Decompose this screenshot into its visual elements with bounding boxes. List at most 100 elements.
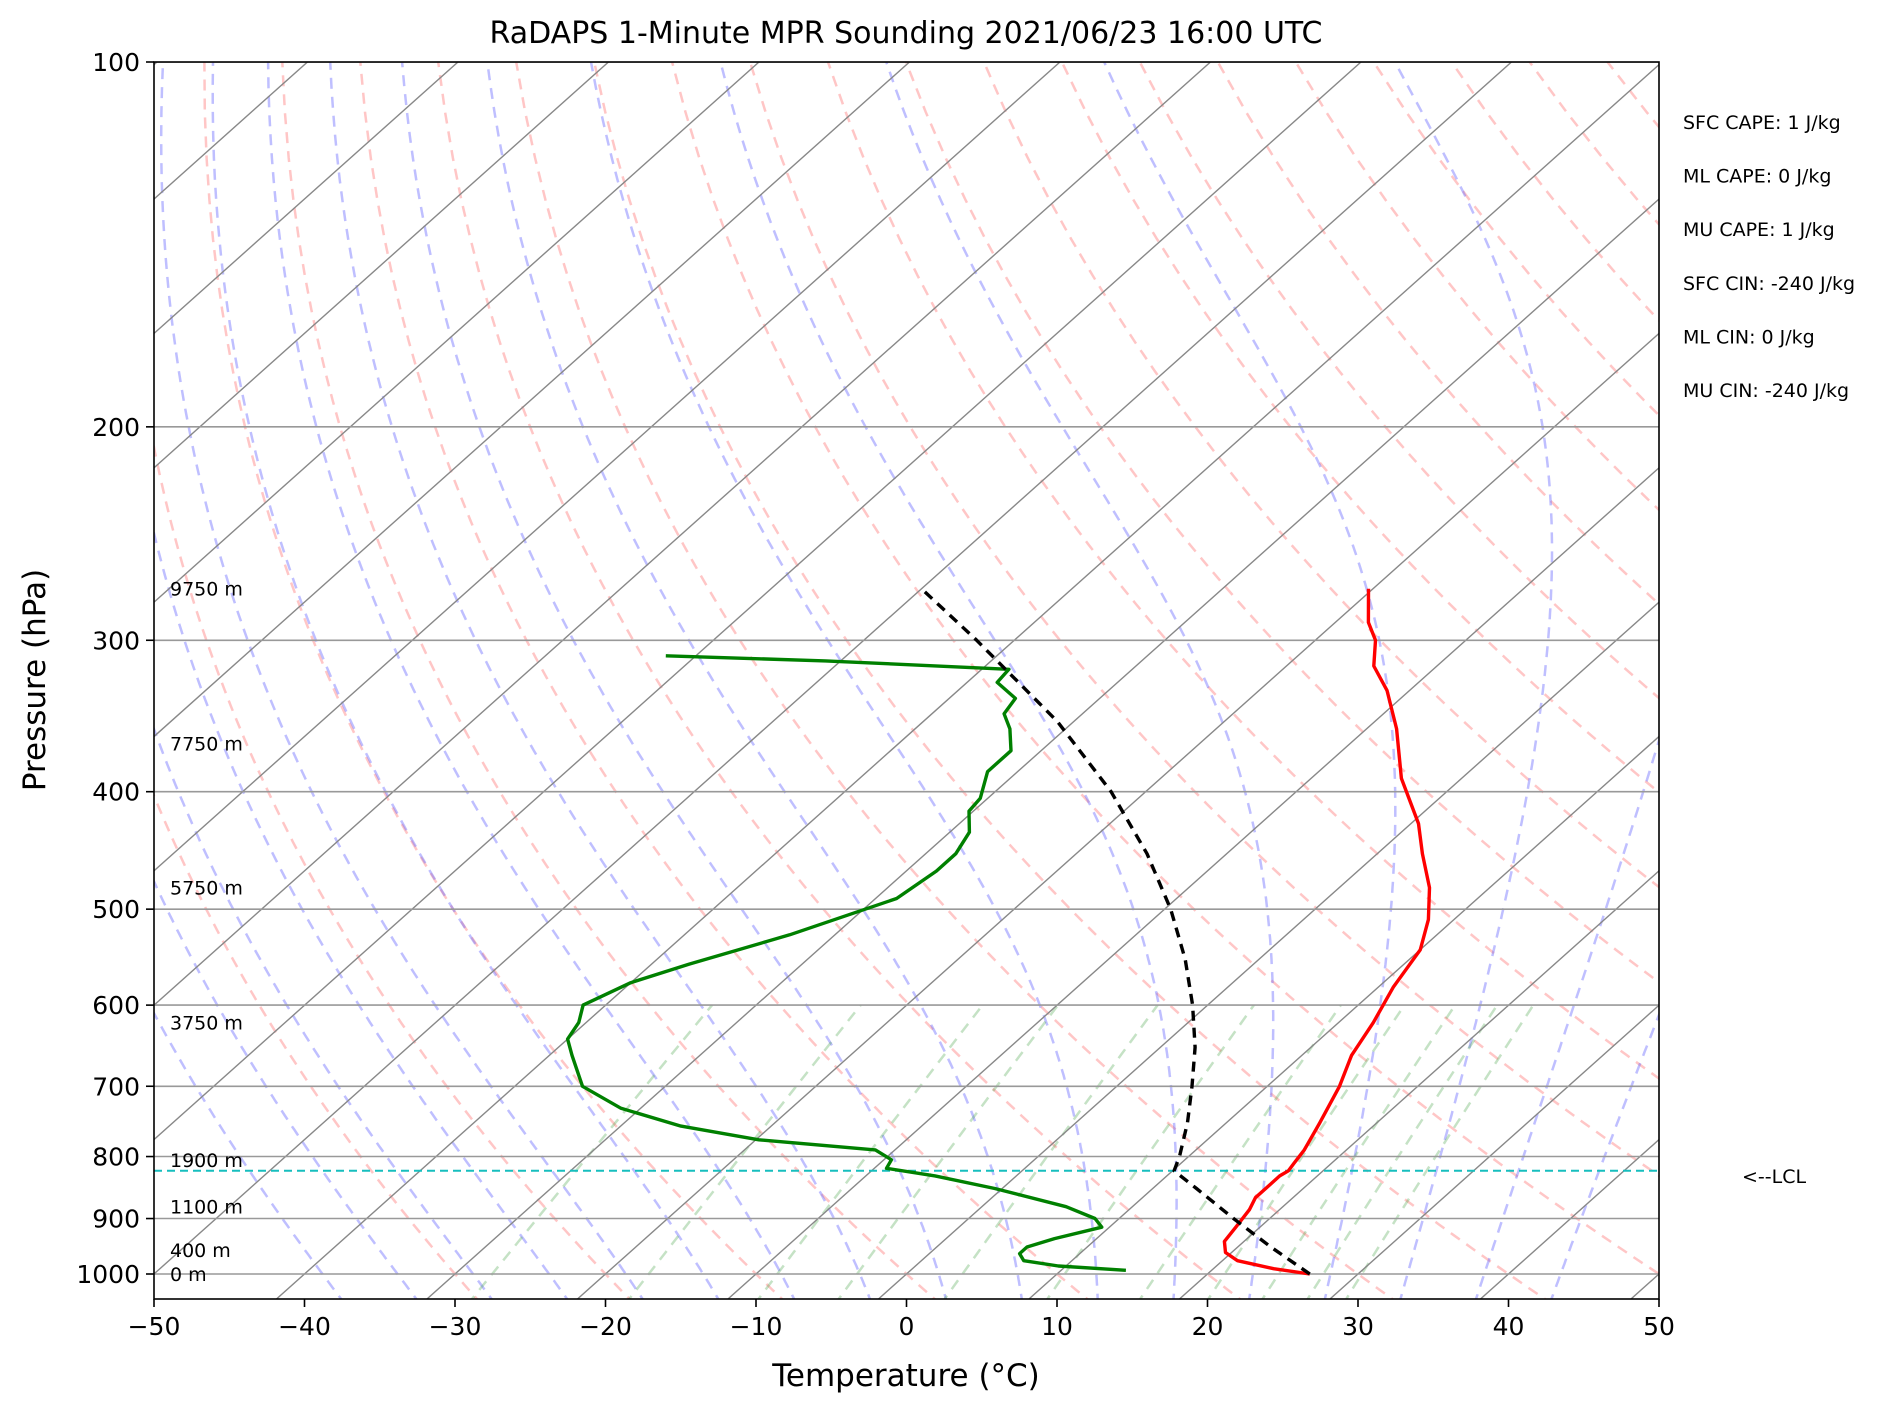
isotherm-line — [425, 198, 1659, 1299]
dry-adiabat-line — [1841, 62, 1899, 1305]
y-tick-label: 400 — [92, 778, 140, 807]
moist-adiabat-line — [486, 62, 1024, 1299]
x-tick-label: −20 — [579, 1312, 632, 1341]
dry-adiabat-line — [1606, 62, 1659, 129]
index-label: SFC CAPE: 1 J/kg — [1683, 112, 1841, 134]
dewpoint-trace — [565, 654, 1127, 1272]
height-label: 7750 m — [170, 734, 243, 756]
chart-title: RaDAPS 1-Minute MPR Sounding 2021/06/23 … — [490, 16, 1323, 51]
dry-adiabat-line — [904, 62, 1659, 984]
isotherm-line — [275, 63, 1659, 1299]
background-reference-lines — [154, 62, 1899, 1305]
y-tick-label: 900 — [92, 1205, 140, 1234]
index-label: ML CAPE: 0 J/kg — [1683, 166, 1831, 188]
dry-adiabat-line — [154, 792, 479, 1299]
x-tick-label: 30 — [1342, 1312, 1374, 1341]
x-tick-label: −10 — [730, 1312, 783, 1341]
moist-adiabat-line — [211, 62, 720, 1299]
dry-adiabat-line — [1528, 62, 1659, 227]
height-label: 400 m — [170, 1240, 231, 1262]
index-label: MU CIN: -240 J/kg — [1683, 380, 1849, 402]
index-label: MU CAPE: 1 J/kg — [1683, 219, 1835, 241]
isotherm-line — [154, 62, 1513, 1275]
dry-adiabat-line — [1764, 62, 1899, 1305]
y-tick-label: 700 — [92, 1072, 140, 1101]
moist-adiabat-line — [266, 62, 796, 1299]
mixing-ratio-line — [943, 1004, 1159, 1299]
y-tick-label: 800 — [92, 1143, 140, 1172]
mixing-ratio-line — [1206, 1004, 1406, 1299]
moist-adiabat-line — [1474, 736, 1659, 1299]
height-label: 1900 m — [170, 1150, 243, 1172]
mixing-ratio-line — [1261, 1004, 1457, 1299]
isotherm-line — [154, 62, 1212, 1007]
mixing-ratio-line — [756, 1004, 984, 1299]
sounding-indices: SFC CAPE: 1 J/kg ML CAPE: 0 J/kg MU CAPE: … — [1683, 112, 1855, 402]
mixing-ratio-line — [1045, 1004, 1255, 1299]
x-tick-label: −30 — [429, 1312, 482, 1341]
moist-adiabat-line — [159, 62, 645, 1299]
x-tick-label: 0 — [899, 1312, 915, 1341]
dry-adiabat-line — [1216, 62, 1659, 606]
dry-adiabat-line — [1450, 62, 1659, 323]
isotherm-line — [726, 466, 1659, 1299]
moist-adiabat-line — [719, 62, 1178, 1299]
isotherm-line — [154, 62, 1363, 1141]
height-label: 3750 m — [170, 1012, 243, 1034]
moist-adiabat-line — [154, 527, 569, 1299]
lcl-label: <--LCL — [1742, 1166, 1806, 1188]
height-label: 5750 m — [170, 878, 243, 900]
moist-adiabat-line — [1393, 62, 1554, 1299]
dry-adiabat-line — [1060, 62, 1659, 794]
grid-lines — [154, 62, 1659, 1299]
moist-adiabat-line — [328, 62, 872, 1299]
x-axis-label: Temperature (°C) — [771, 1358, 1040, 1394]
data-traces — [154, 587, 1659, 1276]
mixing-ratio-line — [1138, 1004, 1342, 1299]
dry-adiabat-line — [748, 62, 1659, 1178]
isotherm-line — [1328, 1004, 1659, 1299]
moist-adiabat-line — [154, 725, 494, 1299]
y-tick-label: 300 — [92, 626, 140, 655]
dry-adiabat-line — [982, 62, 1659, 889]
temperature-trace — [1222, 588, 1432, 1276]
index-label: ML CIN: 0 J/kg — [1683, 326, 1815, 348]
height-label: 0 m — [170, 1264, 207, 1286]
isotherm-line — [576, 332, 1659, 1299]
isotherm-line — [154, 62, 460, 335]
x-tick-label: 20 — [1192, 1312, 1224, 1341]
dry-adiabat-line — [1138, 62, 1659, 700]
mixing-ratio-line — [1306, 1004, 1499, 1299]
y-axis-label: Pressure (hPa) — [17, 569, 53, 791]
dry-adiabat-line — [1686, 62, 1899, 1305]
isotherm-line — [154, 62, 761, 604]
dry-adiabat-line — [281, 62, 937, 1299]
isotherm-line — [154, 62, 610, 469]
moist-adiabat-line — [154, 878, 418, 1299]
isotherm-line — [877, 601, 1659, 1299]
isotherm-line — [154, 62, 1062, 872]
y-axis: 1000 900 800 700 600 500 400 300 200 100 — [76, 48, 154, 1289]
x-tick-label: 50 — [1643, 1312, 1675, 1341]
moist-adiabat-line — [885, 62, 1275, 1299]
x-tick-label: 40 — [1493, 1312, 1525, 1341]
isotherm-line — [1027, 735, 1659, 1299]
y-tick-label: 500 — [92, 895, 140, 924]
y-tick-label: 1000 — [76, 1260, 140, 1289]
moist-adiabat-line — [1550, 1011, 1659, 1299]
x-tick-label: 10 — [1041, 1312, 1073, 1341]
dry-adiabat-line — [826, 62, 1659, 1081]
isotherm-line — [154, 62, 911, 738]
x-axis: −50 −40 −30 −20 −10 0 10 20 30 40 50 — [128, 1299, 1675, 1341]
moist-adiabat-line — [1103, 62, 1397, 1299]
dry-adiabat-line — [514, 62, 1395, 1299]
moist-adiabat-line — [400, 62, 948, 1299]
x-tick-label: −50 — [128, 1312, 181, 1341]
y-tick-label: 600 — [92, 991, 140, 1020]
y-tick-label: 200 — [92, 413, 140, 442]
y-tick-label: 100 — [92, 48, 140, 77]
isotherm-line — [1178, 869, 1659, 1299]
